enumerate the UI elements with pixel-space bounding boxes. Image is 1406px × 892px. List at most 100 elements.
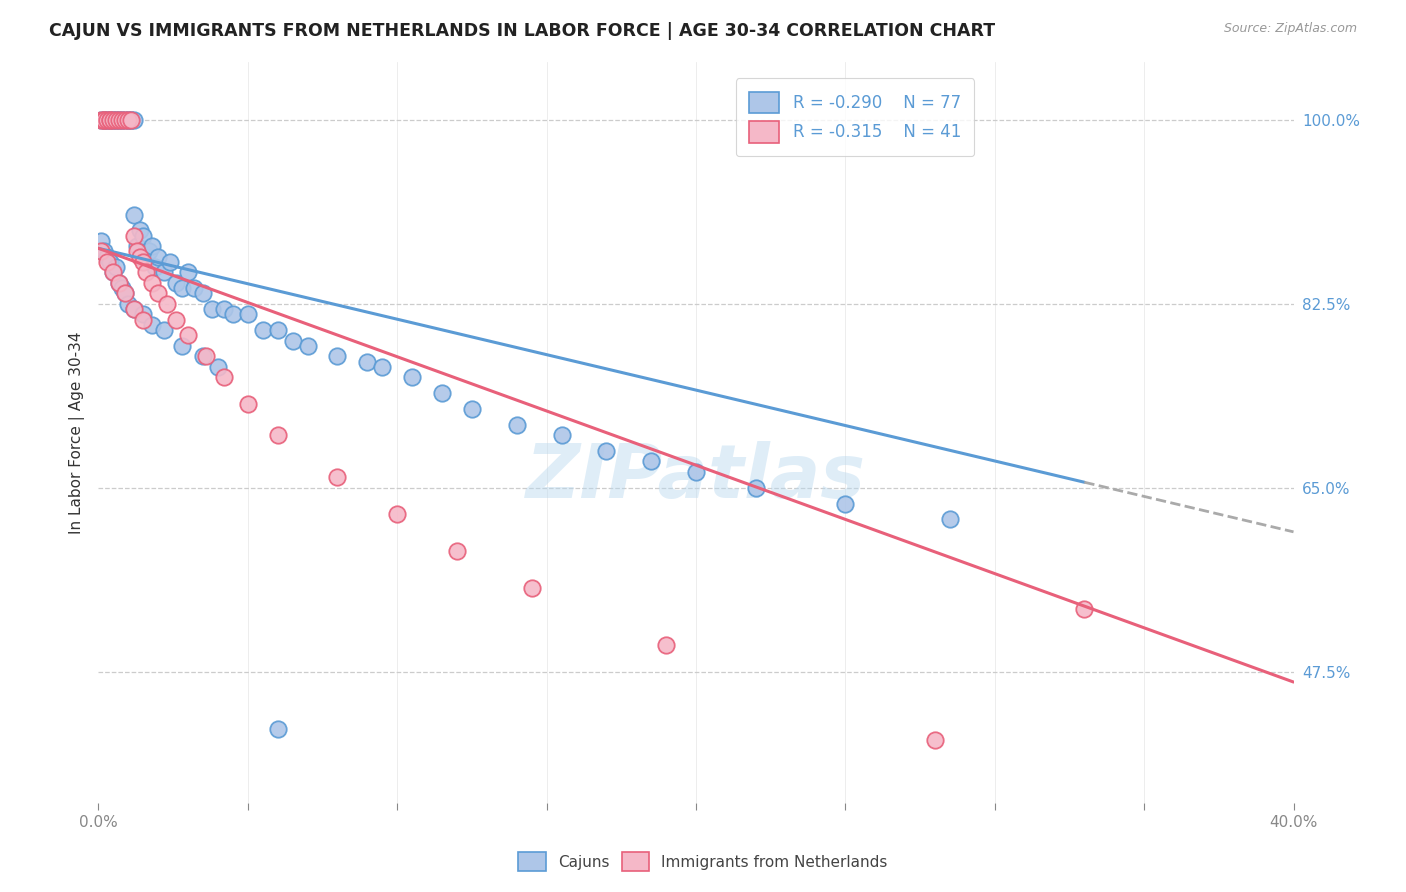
Point xyxy=(924,732,946,747)
Point xyxy=(222,308,245,322)
Point xyxy=(177,328,200,343)
Point xyxy=(114,286,136,301)
Point xyxy=(141,276,163,290)
Point xyxy=(120,113,142,128)
Point xyxy=(124,113,146,128)
Point xyxy=(129,250,152,264)
Point xyxy=(103,113,125,128)
Point xyxy=(655,638,678,652)
Point xyxy=(108,113,131,128)
Legend: Cajuns, Immigrants from Netherlands: Cajuns, Immigrants from Netherlands xyxy=(512,847,894,877)
Point xyxy=(236,397,259,411)
Point xyxy=(103,113,125,128)
Text: CAJUN VS IMMIGRANTS FROM NETHERLANDS IN LABOR FORCE | AGE 30-34 CORRELATION CHAR: CAJUN VS IMMIGRANTS FROM NETHERLANDS IN … xyxy=(49,22,995,40)
Point xyxy=(520,581,543,595)
Point xyxy=(111,281,134,295)
Point xyxy=(90,113,112,128)
Point xyxy=(153,323,176,337)
Point xyxy=(165,312,187,326)
Point xyxy=(267,428,290,442)
Point xyxy=(430,386,453,401)
Point xyxy=(114,113,136,128)
Point xyxy=(124,208,146,222)
Point xyxy=(98,255,122,269)
Point xyxy=(640,454,662,468)
Point xyxy=(90,234,112,248)
Point xyxy=(212,370,235,384)
Point xyxy=(98,113,122,128)
Point xyxy=(120,113,142,128)
Point xyxy=(385,507,409,521)
Point xyxy=(93,113,115,128)
Legend: R = -0.290    N = 77, R = -0.315    N = 41: R = -0.290 N = 77, R = -0.315 N = 41 xyxy=(737,78,974,156)
Point xyxy=(111,113,134,128)
Point xyxy=(506,417,529,432)
Point xyxy=(685,465,707,479)
Point xyxy=(108,113,131,128)
Point xyxy=(132,312,155,326)
Point xyxy=(326,470,349,484)
Point xyxy=(117,113,139,128)
Point xyxy=(297,339,319,353)
Point xyxy=(141,318,163,332)
Point xyxy=(165,276,187,290)
Point xyxy=(127,239,149,253)
Point xyxy=(105,113,128,128)
Point xyxy=(105,113,128,128)
Point xyxy=(595,444,617,458)
Point xyxy=(127,244,149,259)
Point xyxy=(236,308,259,322)
Point xyxy=(93,113,115,128)
Point xyxy=(124,302,146,317)
Point xyxy=(93,113,115,128)
Point xyxy=(195,350,218,364)
Point xyxy=(371,359,394,374)
Point xyxy=(201,302,224,317)
Text: Source: ZipAtlas.com: Source: ZipAtlas.com xyxy=(1223,22,1357,36)
Point xyxy=(267,723,290,737)
Point xyxy=(98,113,122,128)
Point xyxy=(446,543,468,558)
Point xyxy=(326,350,349,364)
Point xyxy=(96,250,118,264)
Point xyxy=(98,113,122,128)
Point xyxy=(111,113,134,128)
Point xyxy=(120,113,142,128)
Point xyxy=(834,496,856,510)
Point xyxy=(132,255,155,269)
Point xyxy=(108,276,131,290)
Point xyxy=(93,244,115,259)
Point xyxy=(124,302,146,317)
Point xyxy=(129,223,152,237)
Point xyxy=(159,255,181,269)
Point xyxy=(103,265,125,279)
Point xyxy=(191,286,214,301)
Point xyxy=(135,250,157,264)
Point xyxy=(114,286,136,301)
Point xyxy=(550,428,572,442)
Point xyxy=(172,281,194,295)
Point xyxy=(108,113,131,128)
Point xyxy=(172,339,194,353)
Point xyxy=(141,239,163,253)
Point xyxy=(153,265,176,279)
Point xyxy=(745,481,768,495)
Point xyxy=(96,113,118,128)
Point xyxy=(939,512,962,526)
Point xyxy=(1073,601,1095,615)
Point xyxy=(114,113,136,128)
Point xyxy=(108,276,131,290)
Point xyxy=(96,255,118,269)
Point xyxy=(111,113,134,128)
Point xyxy=(90,113,112,128)
Point xyxy=(132,308,155,322)
Point xyxy=(356,355,378,369)
Point xyxy=(98,113,122,128)
Point xyxy=(148,250,170,264)
Point xyxy=(148,286,170,301)
Point xyxy=(93,113,115,128)
Point xyxy=(183,281,205,295)
Point xyxy=(96,113,118,128)
Point xyxy=(117,113,139,128)
Point xyxy=(103,265,125,279)
